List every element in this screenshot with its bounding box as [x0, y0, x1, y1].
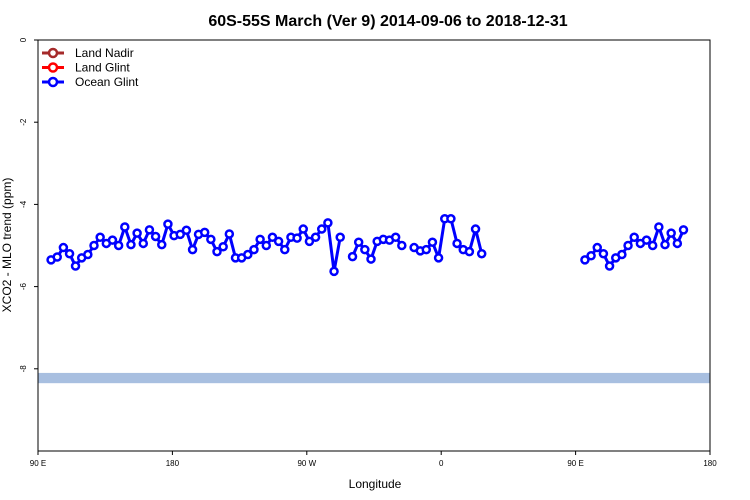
data-point	[316, 224, 327, 234]
data-point	[70, 261, 81, 271]
data-point	[421, 244, 432, 255]
data-point	[199, 227, 210, 238]
data-point	[95, 232, 105, 243]
legend-entry-label: Land Glint	[75, 61, 130, 75]
legend-entry-label: Ocean Glint	[75, 75, 139, 89]
legend-marker	[47, 47, 59, 59]
data-point	[360, 244, 370, 255]
data-point	[267, 232, 278, 243]
data-point	[52, 252, 62, 262]
plot-frame	[37, 39, 711, 452]
data-point	[433, 253, 444, 263]
data-point	[329, 266, 339, 277]
data-point	[592, 242, 603, 253]
data-point	[353, 237, 364, 247]
data-point	[390, 232, 401, 243]
data-point	[304, 236, 315, 247]
data-point	[470, 224, 481, 234]
data-point	[452, 238, 462, 249]
x-axis-ticks: 90 E 180 90 W 0 90 E 180	[30, 451, 717, 468]
x-tick-label: 90 W	[297, 459, 316, 468]
data-point	[187, 244, 198, 255]
data-point	[280, 244, 290, 255]
data-point	[464, 246, 475, 257]
data-point	[598, 248, 609, 259]
legend-marker	[47, 62, 59, 73]
data-point	[138, 238, 149, 249]
legend-marker	[47, 76, 59, 88]
data-point	[249, 244, 259, 255]
data-point	[292, 233, 302, 243]
x-tick-label: 180	[166, 459, 180, 468]
data-point	[623, 240, 633, 251]
y-tick-label: -6	[19, 282, 28, 290]
x-tick-label: 90 E	[30, 459, 46, 468]
data-point	[206, 234, 216, 245]
y-tick-label: -4	[19, 200, 28, 208]
data-point	[580, 255, 590, 265]
data-point	[347, 251, 358, 262]
x-tick-label: 180	[703, 459, 717, 468]
data-point	[120, 222, 130, 232]
data-point	[212, 246, 222, 257]
y-tick-label: -2	[19, 118, 28, 126]
data-point	[476, 248, 487, 259]
data-point	[427, 237, 438, 247]
data-point	[83, 249, 93, 260]
data-point	[366, 254, 376, 264]
reference-band	[38, 372, 710, 384]
data-point	[323, 218, 333, 228]
data-point	[113, 240, 124, 251]
data-point	[175, 229, 185, 240]
data-point	[617, 249, 627, 260]
y-tick-label: 0	[19, 37, 28, 42]
data-point	[243, 249, 253, 260]
data-point	[58, 242, 69, 253]
x-tick-label: 90 E	[567, 459, 583, 468]
data-point	[641, 235, 652, 245]
data-point	[647, 240, 658, 251]
y-tick-label: -8	[19, 365, 28, 373]
data-point	[132, 228, 142, 238]
data-point	[273, 236, 284, 247]
data-point	[150, 231, 161, 242]
data-point	[672, 238, 683, 249]
data-point	[654, 222, 664, 232]
data-point	[126, 239, 136, 250]
data-point	[107, 235, 118, 245]
data-point	[446, 214, 456, 224]
data-point	[89, 240, 99, 251]
x-tick-label: 0	[439, 459, 444, 468]
data-point	[181, 225, 192, 236]
data-point	[397, 240, 407, 251]
data-point	[261, 240, 272, 251]
data-point	[163, 219, 173, 229]
data-point	[666, 228, 676, 238]
data-point	[660, 239, 670, 250]
data-point	[224, 229, 235, 239]
data-point	[310, 232, 321, 243]
data-point	[157, 239, 167, 250]
legend-entry-label: Land Nadir	[75, 46, 134, 60]
data-point	[298, 224, 309, 234]
y-axis-ticks: 0 -2 -4 -6 -8	[19, 37, 38, 372]
data-point	[678, 225, 689, 235]
data-point	[629, 232, 639, 243]
data-point	[144, 225, 155, 235]
series-layer	[46, 214, 689, 277]
data-point	[335, 232, 345, 243]
data-point	[64, 248, 75, 259]
data-point	[604, 261, 615, 271]
data-point	[255, 234, 265, 245]
data-point	[218, 241, 228, 252]
x-axis-label: Longitude	[349, 477, 402, 491]
reference-band-rect	[38, 372, 710, 384]
chart-title: 60S-55S March (Ver 9) 2014-09-06 to 2018…	[208, 13, 567, 30]
y-axis-label: XCO2 - MLO trend (ppm)	[0, 178, 14, 313]
data-point	[586, 251, 596, 261]
